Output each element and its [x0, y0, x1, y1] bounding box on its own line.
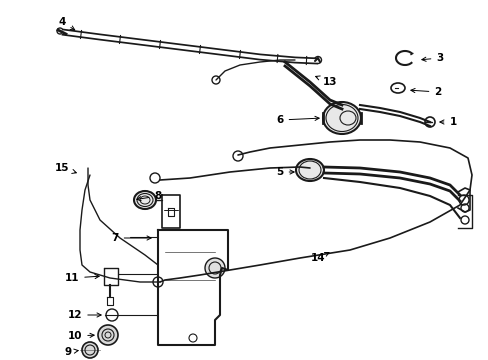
Ellipse shape: [323, 102, 360, 134]
Text: 4: 4: [58, 17, 75, 30]
Text: 14: 14: [310, 252, 328, 263]
Circle shape: [204, 258, 224, 278]
Ellipse shape: [295, 159, 324, 181]
Text: 8: 8: [137, 191, 162, 201]
Text: 11: 11: [64, 273, 99, 283]
Text: 9: 9: [64, 347, 78, 357]
Ellipse shape: [134, 191, 156, 209]
Text: 2: 2: [410, 87, 441, 97]
Text: 10: 10: [68, 331, 94, 341]
Text: 3: 3: [421, 53, 443, 63]
Text: 12: 12: [68, 310, 101, 320]
Text: 5: 5: [276, 167, 294, 177]
Text: 13: 13: [315, 76, 337, 87]
Text: 6: 6: [276, 115, 319, 125]
Circle shape: [82, 342, 98, 358]
Text: 15: 15: [55, 163, 76, 174]
Text: 7: 7: [111, 233, 151, 243]
Text: 1: 1: [439, 117, 456, 127]
Circle shape: [98, 325, 118, 345]
